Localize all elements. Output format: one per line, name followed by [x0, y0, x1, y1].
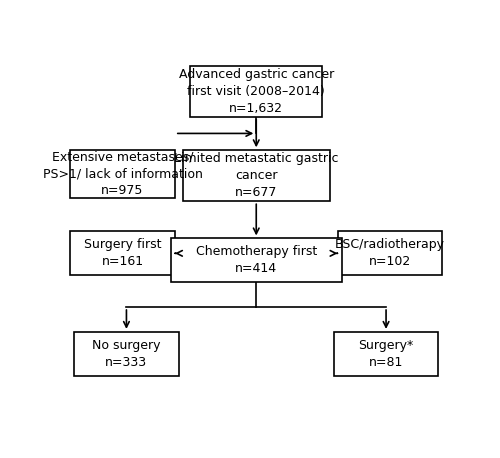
- FancyBboxPatch shape: [74, 332, 179, 376]
- FancyBboxPatch shape: [190, 65, 322, 117]
- FancyBboxPatch shape: [334, 332, 438, 376]
- Text: Advanced gastric cancer
first visit (2008–2014)
n=1,632: Advanced gastric cancer first visit (200…: [178, 68, 334, 114]
- Text: Limited metastatic gastric
cancer
n=677: Limited metastatic gastric cancer n=677: [174, 152, 338, 199]
- Text: Surgery first
n=161: Surgery first n=161: [84, 238, 162, 268]
- Text: Surgery*
n=81: Surgery* n=81: [358, 339, 414, 369]
- FancyBboxPatch shape: [70, 150, 175, 198]
- FancyBboxPatch shape: [70, 231, 175, 275]
- FancyBboxPatch shape: [182, 150, 330, 202]
- Text: Extensive metastases/
PS>1/ lack of information
n=975: Extensive metastases/ PS>1/ lack of info…: [42, 151, 202, 197]
- Text: Chemotherapy first
n=414: Chemotherapy first n=414: [196, 245, 317, 275]
- Text: BSC/radiotherapy
n=102: BSC/radiotherapy n=102: [335, 238, 445, 268]
- FancyBboxPatch shape: [171, 238, 342, 283]
- Text: No surgery
n=333: No surgery n=333: [92, 339, 160, 369]
- FancyBboxPatch shape: [338, 231, 442, 275]
